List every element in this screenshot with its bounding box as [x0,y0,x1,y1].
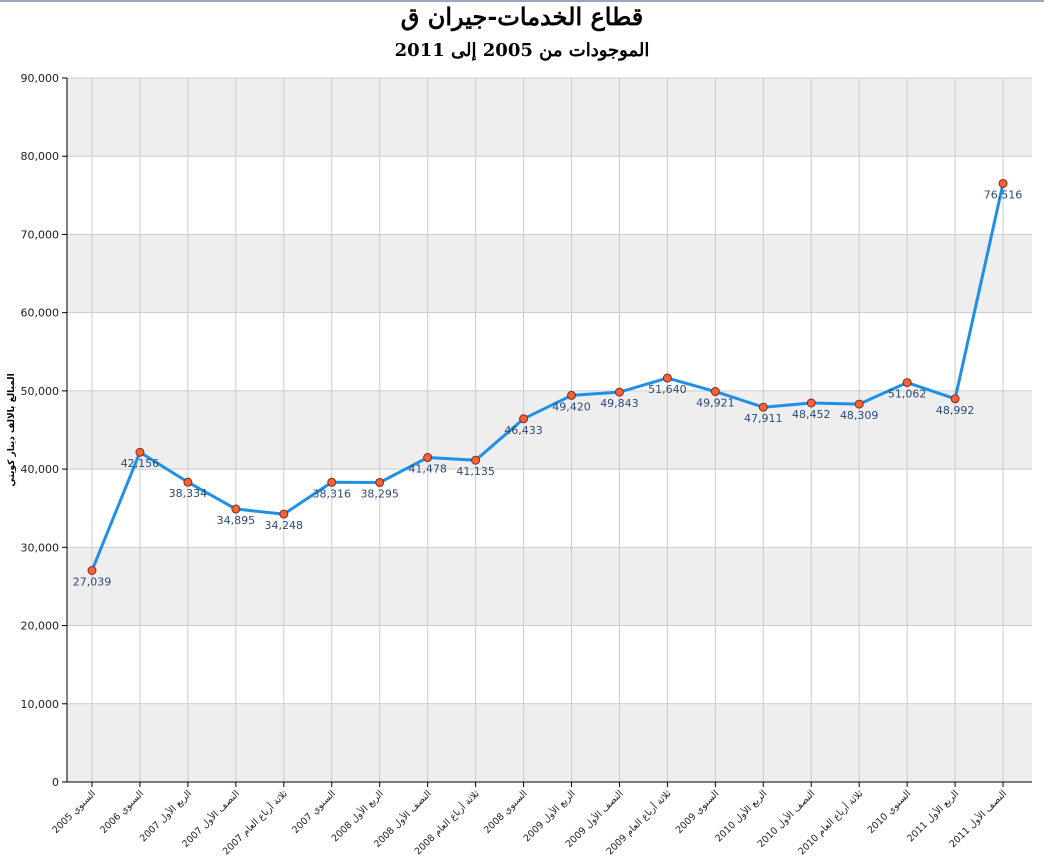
y-tick-label: 70,000 [21,228,60,241]
data-point [854,399,864,409]
data-point [950,394,960,404]
grid-band [67,390,1032,470]
grid-band [67,234,1032,313]
data-point [519,414,529,424]
y-tick-label: 80,000 [21,150,60,163]
data-label: 42,156 [121,457,160,470]
data-point [614,387,624,397]
data-label: 38,334 [169,487,208,500]
data-label: 27,039 [73,575,112,588]
y-tick-label: 0 [52,776,59,789]
data-label: 41,135 [456,465,495,478]
chart-title: قطاع الخدمات-جيران ق [400,2,644,31]
grid-band [67,703,1032,782]
grid-band [67,547,1032,626]
y-tick-label: 90,000 [21,72,60,85]
data-point [567,390,576,400]
data-label: 46,433 [504,424,543,437]
y-axis-title: المبالغ بالالف دينار كويتي [7,373,17,486]
data-point [375,477,385,487]
x-tick-label: السنوي 2009 [674,788,722,836]
grid-band [67,78,1032,157]
y-tick-label: 20,000 [21,620,60,633]
data-label: 34,895 [217,514,256,527]
y-tick-label: 60,000 [21,307,60,320]
y-tick-label: 30,000 [21,541,60,554]
data-point [471,455,481,465]
data-point [135,447,145,457]
data-label: 48,452 [792,408,831,421]
data-point [183,477,193,487]
y-tick-label: 10,000 [21,698,60,711]
data-label: 49,843 [600,397,639,410]
data-point [327,477,337,487]
top-border [0,0,1044,2]
data-label: 38,316 [313,487,352,500]
x-tick-label: السنوي 2006 [98,788,146,836]
x-tick-label: السنوي 2005 [50,788,98,836]
data-point [806,398,816,408]
data-point [279,509,289,519]
data-label: 49,921 [696,397,735,410]
data-point [87,565,97,575]
series-line [90,183,1005,572]
data-label: 47,911 [744,412,783,425]
data-label: 48,992 [936,404,975,417]
data-point [662,373,672,383]
data-label: 48,309 [840,409,879,422]
data-label: 41,478 [408,463,447,476]
data-label: 34,248 [265,519,304,532]
data-label: 76,516 [984,188,1023,201]
data-label: 49,420 [552,400,591,413]
data-label: 51,062 [888,388,927,401]
y-tick-label: 40,000 [21,463,60,476]
x-tick-label: السنوي 2010 [866,788,914,836]
data-point [758,402,768,412]
data-label: 38,295 [360,487,399,500]
data-point [231,504,241,514]
data-label: 51,640 [648,383,687,396]
chart-subtitle: الموجودات من 2005 إلى 2011 [394,40,650,61]
data-point [710,387,720,397]
x-tick-label: السنوي 2007 [290,788,338,836]
data-point [423,453,433,463]
data-point [902,378,912,388]
x-tick-label: السنوي 2008 [482,788,530,836]
data-point [998,178,1008,188]
y-tick-label: 50,000 [21,385,60,398]
